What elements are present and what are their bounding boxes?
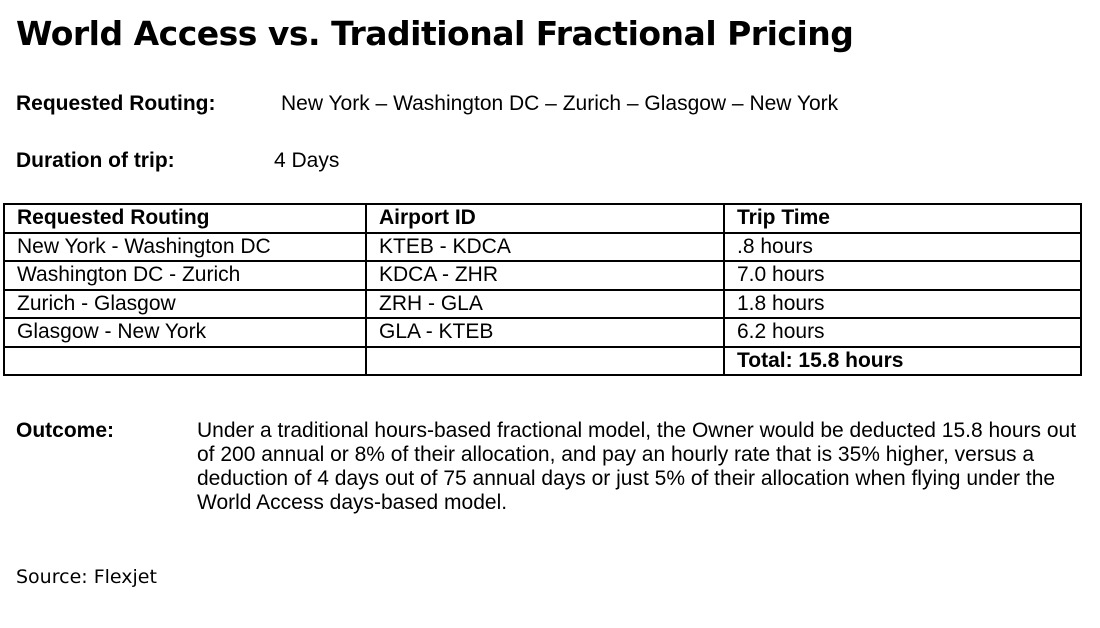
table-cell: New York - Washington DC [3, 231, 367, 262]
requested-routing-value: New York – Washington DC – Zurich – Glas… [281, 92, 839, 115]
page-title: World Access vs. Traditional Fractional … [16, 14, 854, 53]
table-cell: ZRH - GLA [365, 288, 725, 319]
header-cell: Trip Time [723, 203, 1082, 234]
table-row: New York - Washington DC KTEB - KDCA .8 … [3, 231, 1082, 262]
table-cell: 1.8 hours [723, 288, 1082, 319]
empty-cell [365, 345, 725, 376]
table-cell: Washington DC - Zurich [3, 260, 367, 291]
table-cell: 7.0 hours [723, 260, 1082, 291]
table-cell: .8 hours [723, 231, 1082, 262]
duration-value: 4 Days [274, 149, 340, 172]
table-cell: Zurich - Glasgow [3, 288, 367, 319]
table-total-row: Total: 15.8 hours [3, 345, 1082, 376]
header-cell: Requested Routing [3, 203, 367, 234]
table-cell: KTEB - KDCA [365, 231, 725, 262]
total-cell: Total: 15.8 hours [723, 345, 1082, 376]
requested-routing-label: Requested Routing: [16, 92, 216, 115]
outcome-label: Outcome: [16, 419, 115, 442]
source-note: Source: Flexjet [16, 566, 157, 588]
table-row: Glasgow - New York GLA - KTEB 6.2 hours [3, 317, 1082, 348]
table-row: Washington DC - Zurich KDCA - ZHR 7.0 ho… [3, 260, 1082, 291]
header-cell: Airport ID [365, 203, 725, 234]
table-cell: 6.2 hours [723, 317, 1082, 348]
empty-cell [3, 345, 367, 376]
table-cell: KDCA - ZHR [365, 260, 725, 291]
outcome-text: Under a traditional hours-based fraction… [197, 419, 1077, 514]
table-header-row: Requested Routing Airport ID Trip Time [3, 203, 1082, 234]
table-row: Zurich - Glasgow ZRH - GLA 1.8 hours [3, 288, 1082, 319]
duration-label: Duration of trip: [16, 149, 175, 172]
routing-table: Requested Routing Airport ID Trip Time N… [3, 203, 1082, 376]
table-cell: Glasgow - New York [3, 317, 367, 348]
table-cell: GLA - KTEB [365, 317, 725, 348]
